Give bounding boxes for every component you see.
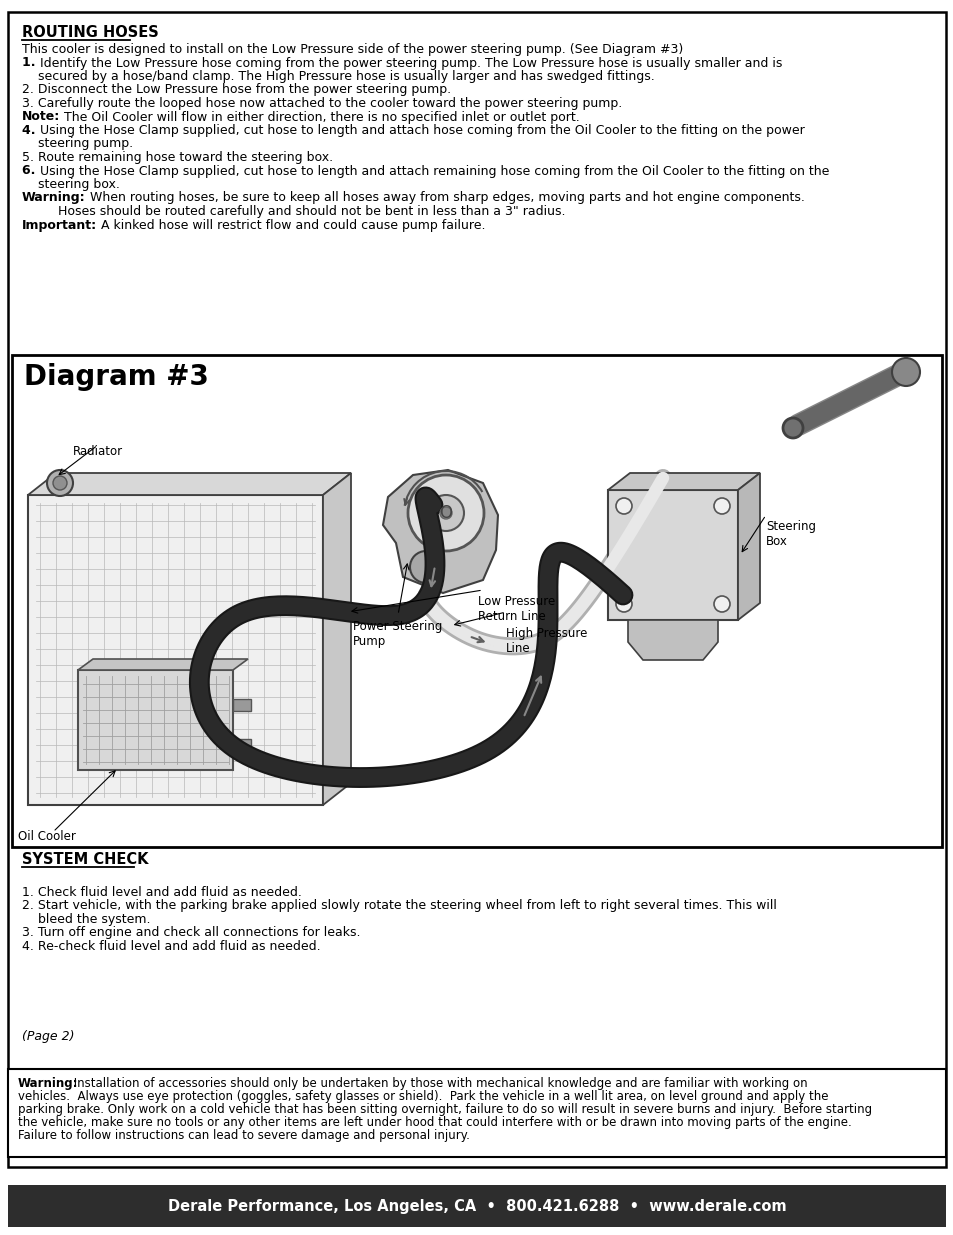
Text: High Pressure
Line: High Pressure Line [505, 627, 587, 655]
Bar [12, 354, 941, 847]
Circle shape [439, 508, 452, 519]
Text: 1. Check fluid level and add fluid as needed.: 1. Check fluid level and add fluid as ne… [22, 885, 301, 899]
Text: This cooler is designed to install on the Low Pressure side of the power steerin: This cooler is designed to install on th… [22, 43, 682, 56]
Text: Using the Hose Clamp supplied, cut hose to length and attach hose coming from th: Using the Hose Clamp supplied, cut hose … [40, 124, 803, 137]
Text: 2. Disconnect the Low Pressure hose from the power steering pump.: 2. Disconnect the Low Pressure hose from… [22, 84, 451, 96]
Polygon shape [323, 473, 351, 805]
Text: 6.: 6. [22, 164, 40, 178]
Circle shape [616, 498, 631, 514]
Bar [607, 490, 738, 620]
Bar [8, 1070, 945, 1157]
Circle shape [713, 498, 729, 514]
Bar [233, 699, 251, 711]
Text: Derale Performance, Los Angeles, CA  •  800.421.6288  •  www.derale.com: Derale Performance, Los Angeles, CA • 80… [168, 1198, 785, 1214]
Text: Hoses should be routed carefully and should not be bent in less than a 3" radius: Hoses should be routed carefully and sho… [22, 205, 565, 219]
Text: 1.: 1. [22, 57, 40, 69]
Text: Oil Cooler: Oil Cooler [18, 830, 76, 844]
Text: O: O [439, 504, 452, 522]
Text: Power Steering
Pump: Power Steering Pump [353, 620, 442, 648]
Polygon shape [382, 471, 497, 593]
Text: Failure to follow instructions can lead to severe damage and personal injury.: Failure to follow instructions can lead … [18, 1129, 470, 1142]
Text: 4.: 4. [22, 124, 40, 137]
Text: When routing hoses, be sure to keep all hoses away from sharp edges, moving part: When routing hoses, be sure to keep all … [86, 191, 803, 205]
Text: ROUTING HOSES: ROUTING HOSES [22, 25, 158, 40]
Text: 4. Re-check fluid level and add fluid as needed.: 4. Re-check fluid level and add fluid as… [22, 940, 320, 952]
Circle shape [408, 475, 483, 551]
Bar [233, 739, 251, 751]
Polygon shape [627, 620, 718, 659]
Circle shape [428, 495, 463, 531]
Circle shape [47, 471, 73, 496]
Polygon shape [607, 473, 760, 490]
Text: (Page 2): (Page 2) [22, 1030, 74, 1044]
Text: Diagram #3: Diagram #3 [24, 363, 209, 391]
Circle shape [410, 551, 441, 583]
Text: Warning:: Warning: [18, 1077, 78, 1091]
Text: Important:: Important: [22, 219, 97, 231]
Text: 2. Start vehicle, with the parking brake applied slowly rotate the steering whee: 2. Start vehicle, with the parking brake… [22, 899, 776, 911]
Text: Note:: Note: [22, 110, 60, 124]
Text: Installation of accessories should only be undertaken by those with mechanical k: Installation of accessories should only … [70, 1077, 807, 1091]
Polygon shape [738, 473, 760, 620]
Polygon shape [78, 659, 248, 671]
Text: The Oil Cooler will flow in either direction, there is no specified inlet or out: The Oil Cooler will flow in either direc… [60, 110, 579, 124]
Text: Radiator: Radiator [73, 445, 123, 458]
Text: steering box.: steering box. [22, 178, 120, 191]
Text: SYSTEM CHECK: SYSTEM CHECK [22, 852, 149, 867]
Text: Using the Hose Clamp supplied, cut hose to length and attach remaining hose comi: Using the Hose Clamp supplied, cut hose … [40, 164, 828, 178]
Polygon shape [28, 473, 351, 495]
Text: Low Pressure
Return Line: Low Pressure Return Line [477, 595, 555, 622]
Circle shape [713, 597, 729, 613]
Text: bleed the system.: bleed the system. [22, 913, 151, 925]
Text: 3. Carefully route the looped hose now attached to the cooler toward the power s: 3. Carefully route the looped hose now a… [22, 98, 621, 110]
Text: Steering
Box: Steering Box [765, 520, 815, 548]
Text: Identify the Low Pressure hose coming from the power steering pump. The Low Pres: Identify the Low Pressure hose coming fr… [40, 57, 781, 69]
Text: 3. Turn off engine and check all connections for leaks.: 3. Turn off engine and check all connect… [22, 926, 360, 939]
Bar [28, 495, 323, 805]
Text: steering pump.: steering pump. [22, 137, 133, 151]
Text: Warning:: Warning: [22, 191, 86, 205]
Text: A kinked hose will restrict flow and could cause pump failure.: A kinked hose will restrict flow and cou… [97, 219, 485, 231]
Text: the vehicle, make sure no tools or any other items are left under hood that coul: the vehicle, make sure no tools or any o… [18, 1116, 851, 1129]
Circle shape [53, 475, 67, 490]
Text: vehicles.  Always use eye protection (goggles, safety glasses or shield).  Park : vehicles. Always use eye protection (gog… [18, 1091, 827, 1103]
Text: 5. Route remaining hose toward the steering box.: 5. Route remaining hose toward the steer… [22, 151, 333, 164]
Circle shape [782, 417, 802, 438]
Circle shape [616, 597, 631, 613]
Circle shape [891, 358, 919, 387]
Bar [8, 1186, 945, 1228]
Text: parking brake. Only work on a cold vehicle that has been sitting overnight, fail: parking brake. Only work on a cold vehic… [18, 1103, 871, 1116]
Text: secured by a hose/band clamp. The High Pressure hose is usually larger and has s: secured by a hose/band clamp. The High P… [22, 70, 654, 83]
Bar [78, 671, 233, 769]
